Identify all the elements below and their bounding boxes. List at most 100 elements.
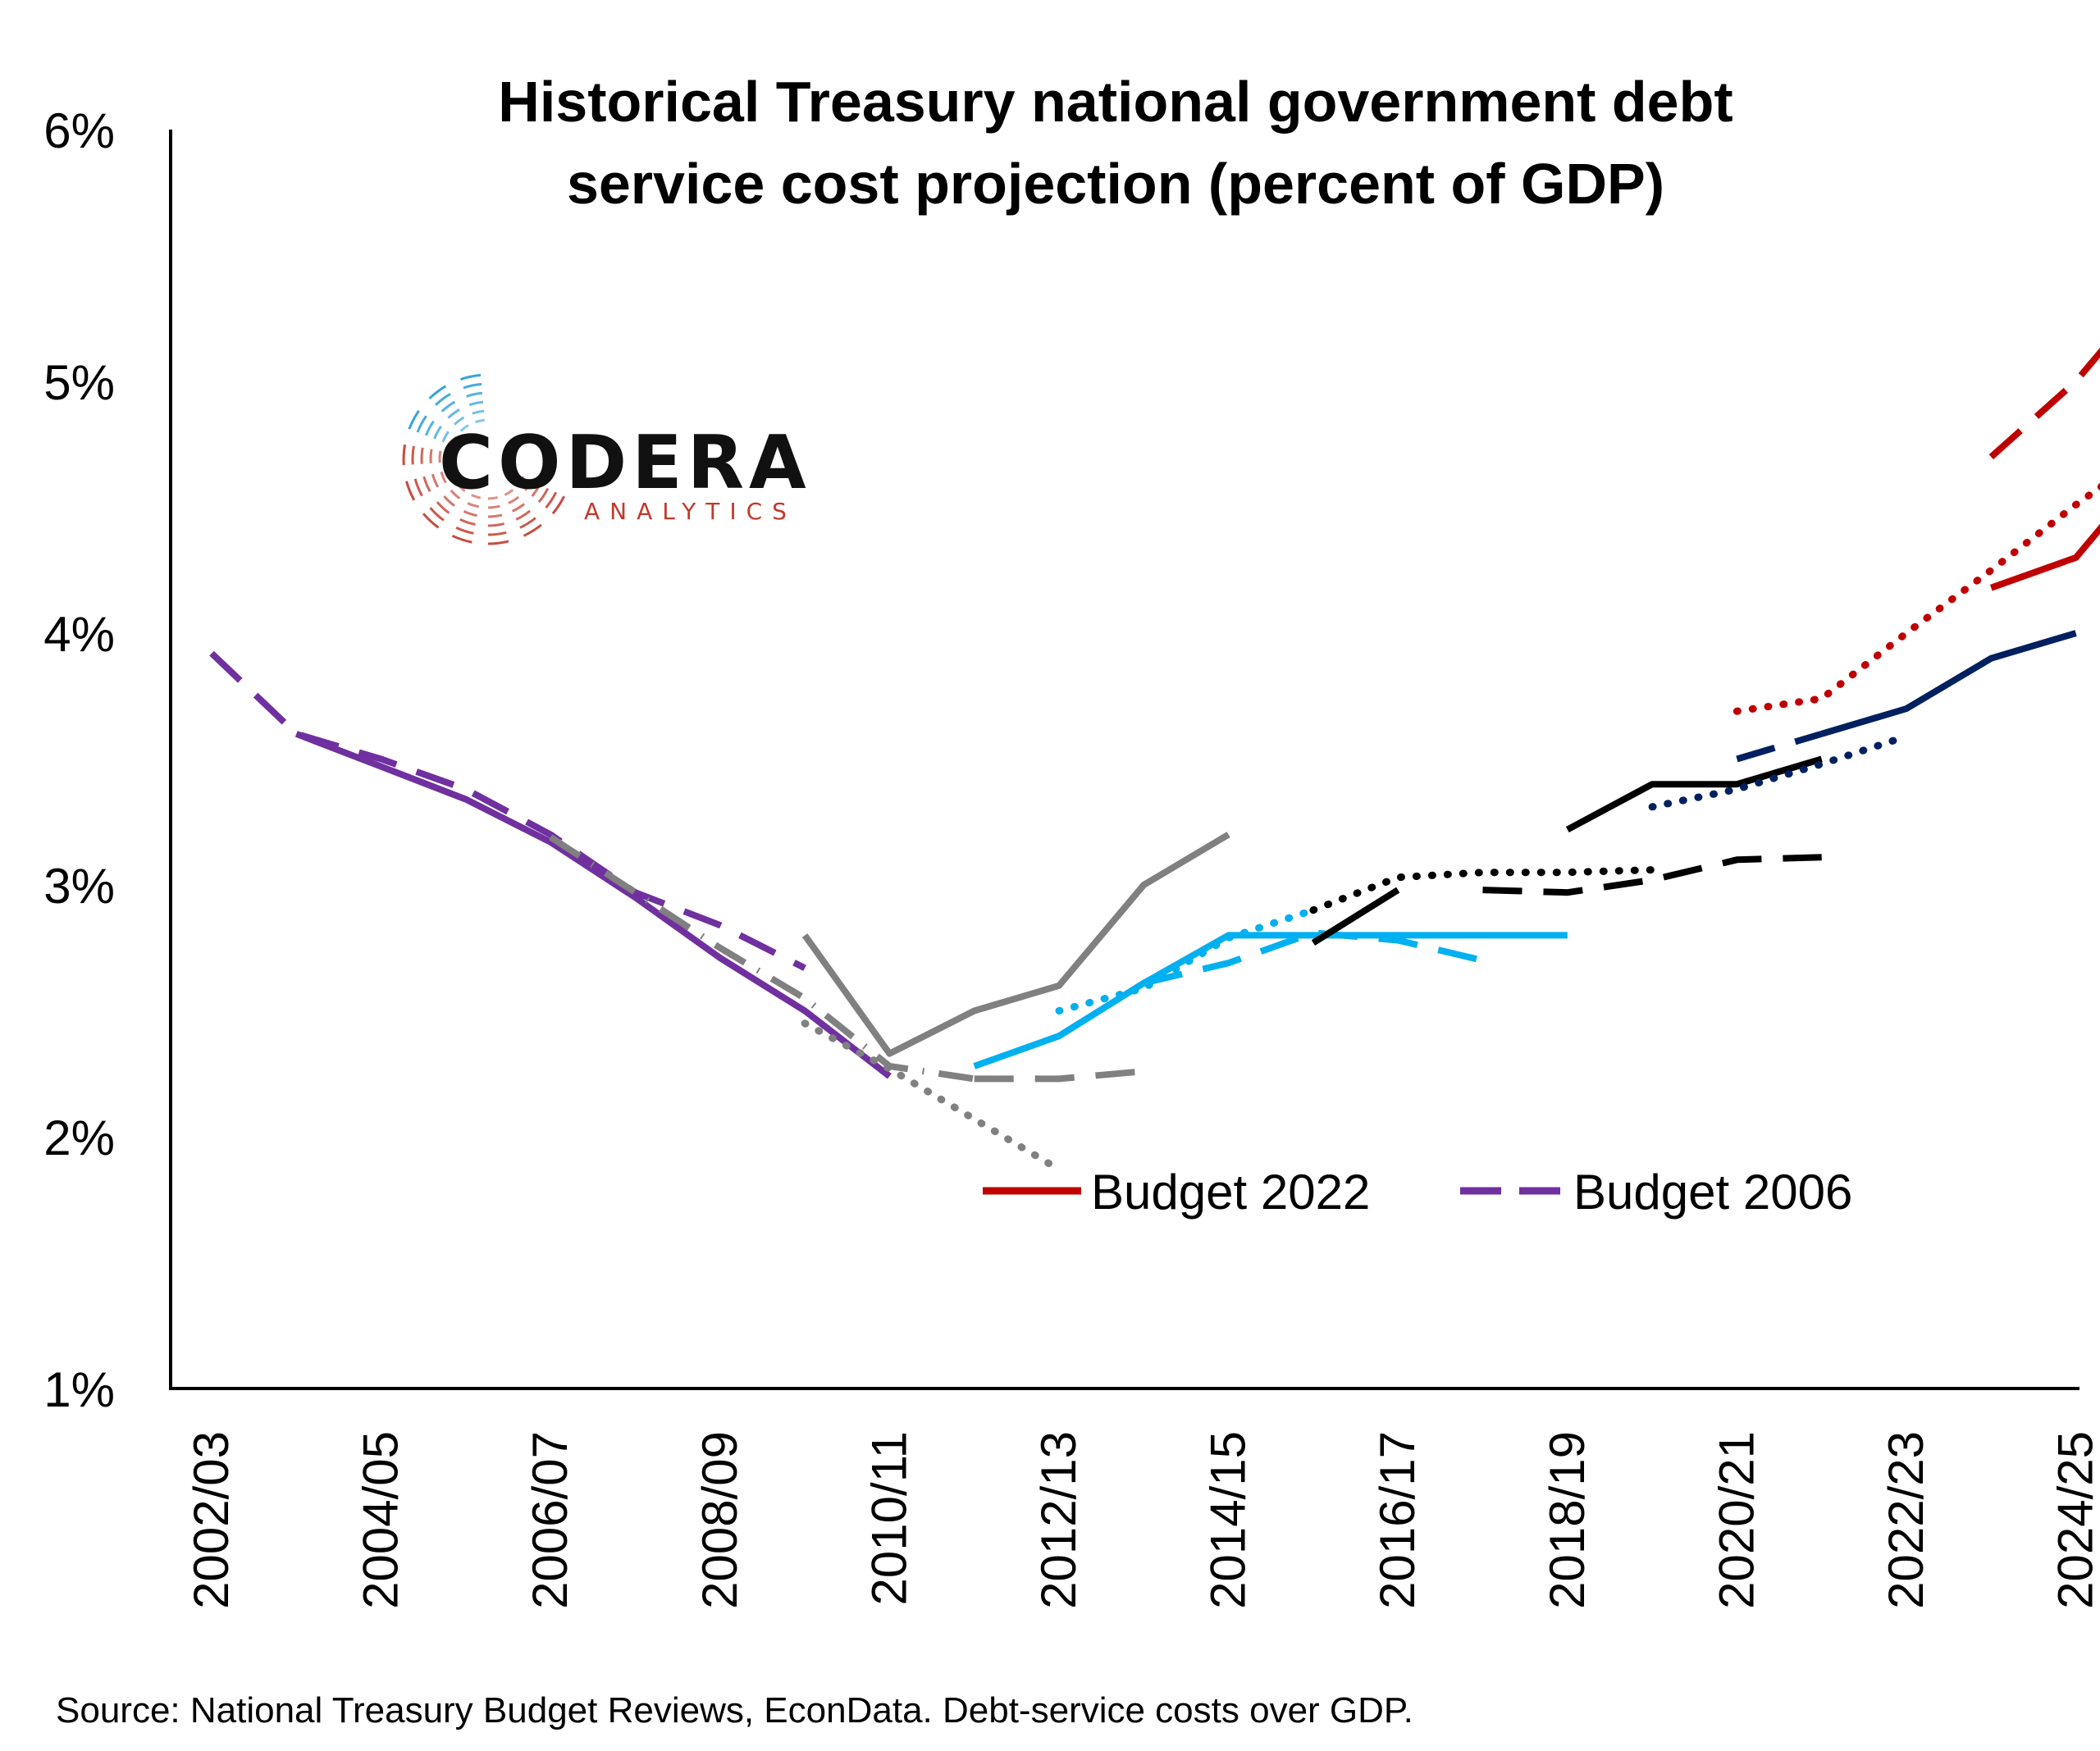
y-tick-label: 3% — [43, 859, 115, 914]
logo-arc-segment — [429, 507, 445, 522]
logo-arc-segment — [487, 496, 498, 500]
logo-arc-segment — [402, 444, 407, 466]
series-line-6 — [973, 932, 1568, 1069]
x-tick-label: 2024/25 — [2048, 1431, 2100, 1609]
series-line-0 — [209, 650, 806, 971]
logo-arc-segment — [457, 483, 466, 493]
logo-arc-segment — [466, 391, 483, 398]
logo-arc-segment — [431, 473, 440, 488]
codera-logo: CODERA ANALYTICS — [402, 373, 811, 545]
x-tick-label: 2022/23 — [1879, 1431, 1933, 1609]
series-line-14 — [1736, 730, 1823, 763]
logo-wordmark: CODERA — [439, 420, 811, 506]
logo-arc-segment — [471, 494, 482, 499]
series-lines — [209, 347, 2100, 1174]
logo-arc-segment — [463, 382, 482, 390]
logo-arc-segment — [504, 489, 514, 496]
logo-arc-segment — [449, 468, 455, 480]
logo-arc-segment — [524, 480, 533, 491]
logo-arc-segment — [433, 425, 442, 440]
x-tick-label: 2020/21 — [1709, 1431, 1764, 1609]
logo-arc-segment — [422, 476, 431, 493]
series-line-1 — [294, 731, 892, 1079]
logo-arc-segment — [487, 531, 507, 536]
logo-arc-segment — [487, 504, 500, 509]
logo-arc-segment — [447, 452, 451, 463]
logo-arc-segment — [531, 484, 541, 497]
y-tick-label: 4% — [43, 607, 115, 662]
series-line-18 — [1989, 523, 2100, 591]
x-axis-ticks: 2002/03 2004/05 2006/07 2008/09 2010/11 2012/… — [184, 1431, 2100, 1609]
logo-arc-segment — [450, 489, 461, 499]
logo-arc-segment — [545, 491, 558, 509]
series-line-15 — [1820, 630, 2077, 737]
logo-arc-segment — [487, 540, 509, 545]
logo-arc-segment — [416, 415, 427, 433]
series-line-3 — [974, 1068, 1144, 1083]
logo-arc-segment — [435, 393, 451, 406]
logo-arc-segment — [440, 471, 447, 484]
logo-arc-segment — [459, 518, 476, 526]
logo-arc-segment — [459, 424, 469, 432]
logo-arc-segment — [468, 400, 484, 407]
logo-arc-segment — [474, 418, 485, 424]
series-line-4 — [801, 1019, 1063, 1174]
y-tick-label: 5% — [43, 355, 115, 410]
y-tick-label: 6% — [43, 103, 115, 158]
logo-arc-segment — [508, 495, 520, 504]
logo-arc-segment — [413, 478, 423, 497]
logo-arc-segment — [523, 523, 542, 537]
y-tick-label: 2% — [43, 1110, 115, 1165]
legend-label-budget-2022: Budget 2022 — [1091, 1165, 1370, 1220]
x-tick-label: 2010/11 — [861, 1431, 916, 1605]
x-tick-label: 2002/03 — [184, 1431, 239, 1609]
logo-arc-segment — [463, 510, 477, 518]
logo-arc-segment — [487, 513, 503, 518]
series-line-7 — [1055, 906, 1317, 1015]
logo-arc-segment — [519, 517, 536, 529]
logo-arc-segment — [453, 416, 465, 426]
logo-arc-segment — [460, 373, 482, 381]
chart-title-line-2: service cost projection (percent of GDP) — [567, 152, 1664, 216]
x-tick-label: 2016/17 — [1370, 1431, 1425, 1609]
logo-mark-icon — [402, 373, 565, 545]
y-axis-ticks: 1% 2% 3% 4% 5% 6% — [43, 103, 115, 1417]
logo-arc-segment — [467, 502, 480, 508]
legend-label-budget-2006: Budget 2006 — [1573, 1165, 1852, 1220]
logo-arc-segment — [428, 385, 447, 399]
logo-arc-segment — [517, 476, 525, 486]
series-line-13 — [1648, 732, 1911, 811]
logo-arc-segment — [551, 495, 565, 515]
logo-arc-segment — [537, 487, 550, 504]
y-tick-label: 1% — [43, 1362, 115, 1417]
logo-arc-segment — [436, 501, 450, 514]
logo-arc-segment — [408, 410, 420, 430]
legend: Budget 2022 Budget 2006 — [983, 1165, 1852, 1220]
series-line-9 — [1311, 887, 1400, 946]
logo-arc-segment — [405, 481, 416, 501]
logo-arc-segment — [422, 513, 440, 529]
x-tick-label: 2008/09 — [692, 1431, 747, 1609]
chart-title-line-1: Historical Treasury national government … — [498, 70, 1732, 134]
logo-arc-segment — [441, 431, 450, 443]
logo-arc-segment — [443, 495, 455, 507]
logo-arc-segment — [441, 400, 456, 413]
x-tick-label: 2018/19 — [1540, 1431, 1595, 1609]
series-line-16 — [1732, 482, 2100, 715]
logo-arc-segment — [487, 522, 504, 527]
series-line-2 — [549, 834, 975, 1083]
logo-arc-segment — [451, 534, 472, 544]
series-line-17 — [1988, 347, 2100, 460]
x-tick-label: 2006/07 — [523, 1431, 578, 1609]
series-line-11 — [1482, 854, 1822, 896]
logo-arc-segment — [515, 509, 531, 521]
logo-arc-segment — [424, 420, 435, 436]
x-tick-label: 2014/15 — [1201, 1431, 1256, 1609]
x-tick-label: 2004/05 — [354, 1431, 409, 1609]
series-line-12 — [1565, 755, 1823, 833]
logo-arc-segment — [472, 409, 485, 415]
logo-arc-segment — [438, 450, 442, 463]
series-line-5 — [801, 832, 1230, 1057]
x-tick-label: 2012/13 — [1031, 1431, 1086, 1609]
